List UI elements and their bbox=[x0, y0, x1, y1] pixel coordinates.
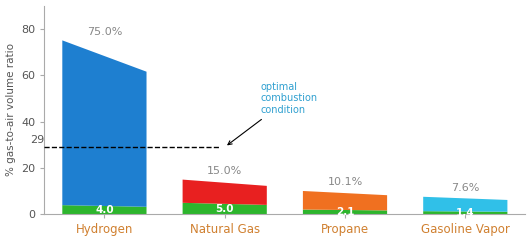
Text: 29: 29 bbox=[30, 135, 44, 145]
Polygon shape bbox=[423, 197, 508, 212]
Polygon shape bbox=[62, 205, 147, 214]
Polygon shape bbox=[183, 203, 267, 214]
Polygon shape bbox=[423, 211, 508, 214]
Y-axis label: % gas-to-air volume ratio: % gas-to-air volume ratio bbox=[5, 44, 15, 176]
Text: 2.1: 2.1 bbox=[336, 207, 354, 217]
Text: 15.0%: 15.0% bbox=[207, 166, 242, 176]
Text: 7.6%: 7.6% bbox=[451, 183, 479, 193]
Polygon shape bbox=[62, 40, 147, 207]
Text: 10.1%: 10.1% bbox=[328, 177, 363, 188]
Text: optimal
combustion
condition: optimal combustion condition bbox=[228, 82, 318, 145]
Text: 75.0%: 75.0% bbox=[87, 27, 122, 37]
Polygon shape bbox=[303, 191, 387, 211]
Text: 5.0: 5.0 bbox=[216, 204, 234, 214]
Text: 1.4: 1.4 bbox=[456, 208, 475, 218]
Text: 4.0: 4.0 bbox=[95, 205, 114, 215]
Polygon shape bbox=[183, 180, 267, 205]
Polygon shape bbox=[303, 210, 387, 214]
